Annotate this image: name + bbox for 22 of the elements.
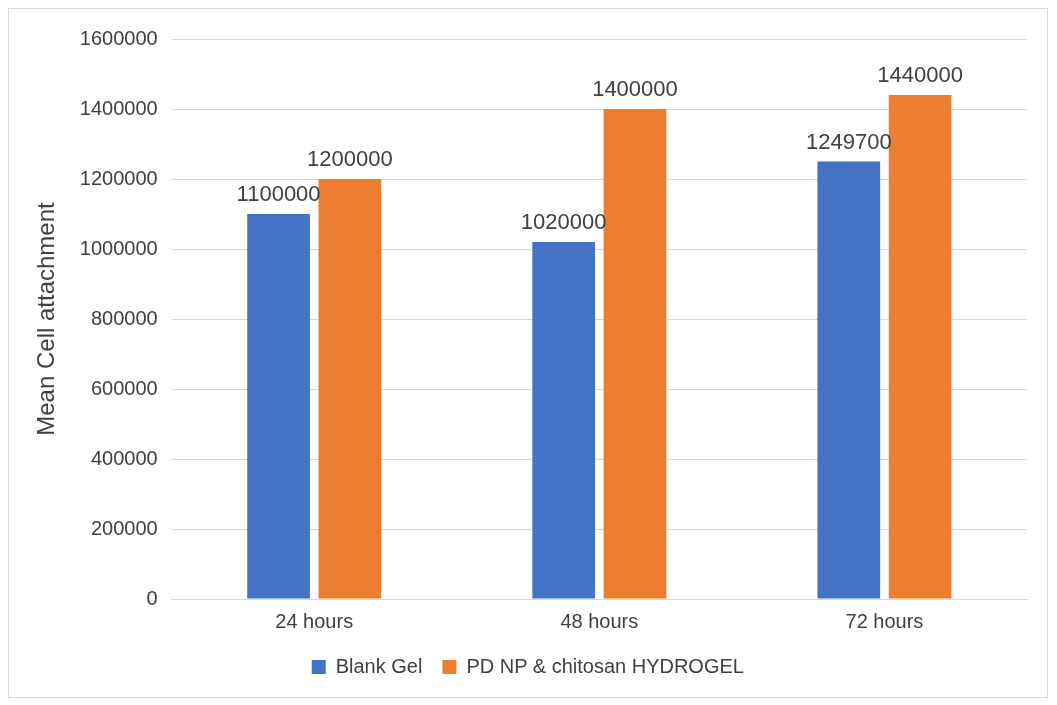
- bar: [817, 161, 881, 599]
- legend-label: PD NP & chitosan HYDROGEL: [466, 654, 744, 677]
- y-tick-label: 400000: [90, 446, 158, 469]
- data-label: 1200000: [307, 146, 393, 172]
- y-tick-label: 1000000: [79, 236, 158, 259]
- y-tick-label: 200000: [90, 516, 158, 539]
- data-label: 1400000: [592, 76, 678, 102]
- legend-label: Blank Gel: [335, 654, 423, 677]
- x-tick-label: 48 hours: [560, 609, 639, 632]
- y-tick-label: 0: [146, 586, 158, 609]
- data-label: 1440000: [877, 62, 963, 88]
- x-tick-label: 72 hours: [845, 609, 924, 632]
- x-tick-label: 24 hours: [275, 609, 354, 632]
- bar: [318, 179, 382, 599]
- bar: [532, 242, 596, 599]
- y-tick-label: 1600000: [79, 26, 158, 49]
- y-tick-label: 800000: [90, 306, 158, 329]
- y-tick-label: 1200000: [79, 166, 158, 189]
- y-axis-title: Mean Cell attachment: [32, 201, 60, 436]
- bar: [247, 214, 310, 599]
- y-tick-label: 600000: [90, 376, 158, 399]
- y-tick-label: 1400000: [79, 96, 158, 119]
